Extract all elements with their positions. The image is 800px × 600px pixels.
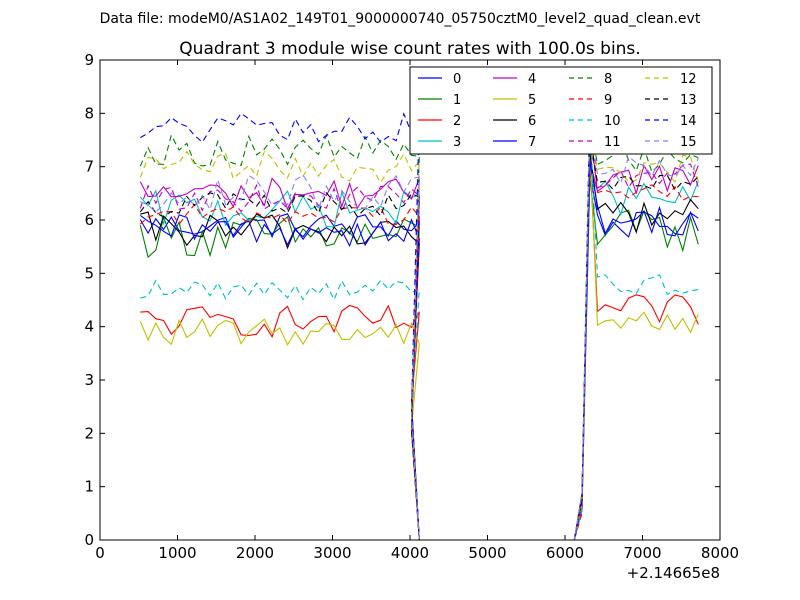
legend-label-2: 2 bbox=[453, 114, 461, 129]
y-tick-label: 6 bbox=[84, 211, 94, 229]
legend-label-8: 8 bbox=[604, 72, 612, 87]
x-offset-label: +2.14665e8 bbox=[627, 564, 720, 582]
chart-title: Quadrant 3 module wise count rates with … bbox=[179, 39, 640, 59]
legend-label-6: 6 bbox=[528, 114, 536, 129]
legend-label-10: 10 bbox=[604, 114, 621, 129]
series-layer bbox=[139, 106, 699, 540]
x-tick-label: 3000 bbox=[313, 544, 351, 562]
legend-label-14: 14 bbox=[680, 114, 697, 129]
x-tick-label: 2000 bbox=[236, 544, 274, 562]
axes: 0 1000 2000 3000 4000 5000 6000 7000 80000123456… bbox=[84, 51, 739, 562]
series-line-13 bbox=[139, 135, 699, 540]
x-tick-label: 6000 bbox=[546, 544, 584, 562]
x-tick-label: 4000 bbox=[391, 544, 429, 562]
series-line-12 bbox=[139, 126, 699, 540]
legend-label-4: 4 bbox=[528, 72, 536, 87]
legend-label-12: 12 bbox=[680, 72, 697, 87]
legend-label-7: 7 bbox=[528, 135, 536, 150]
y-tick-label: 4 bbox=[84, 318, 94, 336]
y-tick-label: 1 bbox=[84, 478, 94, 496]
series-line-15 bbox=[140, 126, 699, 540]
series-line-11 bbox=[139, 138, 699, 540]
legend-label-13: 13 bbox=[680, 93, 697, 108]
x-tick-label: 8000 bbox=[701, 544, 739, 562]
legend-label-0: 0 bbox=[453, 72, 461, 87]
legend-label-1: 1 bbox=[453, 93, 461, 108]
legend-label-9: 9 bbox=[604, 93, 612, 108]
legend-label-15: 15 bbox=[680, 135, 697, 150]
legend-label-11: 11 bbox=[604, 135, 621, 150]
y-tick-label: 7 bbox=[84, 158, 94, 176]
y-tick-label: 9 bbox=[84, 51, 94, 69]
x-tick-label: 5000 bbox=[468, 544, 506, 562]
y-tick-label: 2 bbox=[84, 424, 94, 442]
y-tick-label: 5 bbox=[84, 264, 94, 282]
legend-box bbox=[409, 66, 713, 155]
suptitle: Data file: modeM0/AS1A02_149T01_90000007… bbox=[100, 11, 701, 27]
y-tick-label: 8 bbox=[84, 104, 94, 122]
y-tick-label: 3 bbox=[84, 371, 94, 389]
legend-label-3: 3 bbox=[453, 135, 461, 150]
x-tick-label: 0 bbox=[95, 544, 105, 562]
y-tick-label: 0 bbox=[84, 531, 94, 549]
x-tick-label: 7000 bbox=[623, 544, 661, 562]
x-tick-label: 1000 bbox=[158, 544, 196, 562]
legend-label-5: 5 bbox=[528, 93, 536, 108]
